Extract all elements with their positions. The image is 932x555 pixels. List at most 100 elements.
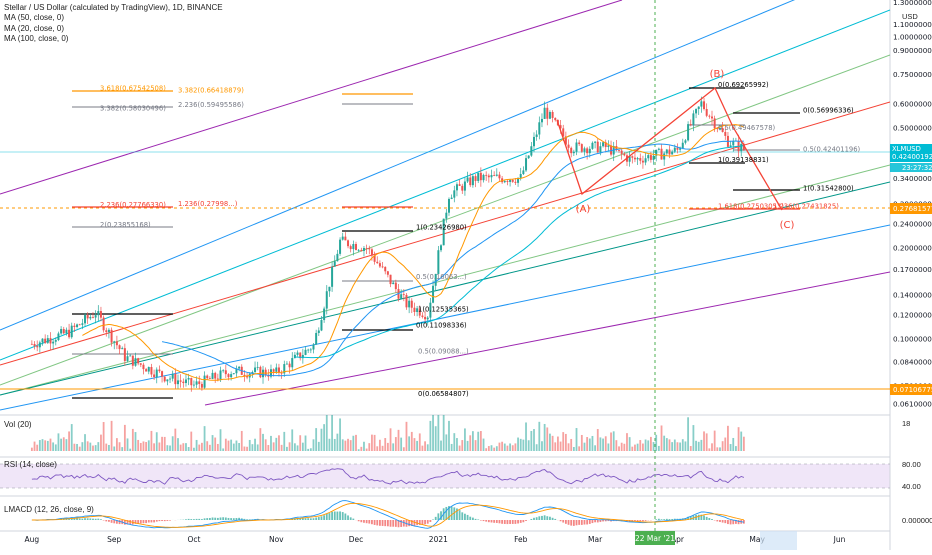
- volume-bar: [63, 437, 65, 451]
- volume-bar: [448, 421, 450, 451]
- volume-bar: [58, 433, 60, 451]
- candle-body: [124, 348, 126, 361]
- fib-label: 1(0.23426980): [416, 223, 467, 231]
- fib-label: 0.5(0.09088...): [418, 348, 469, 356]
- macd-hist-bar: [111, 520, 113, 523]
- candle-body: [682, 143, 684, 148]
- volume-bar: [201, 443, 203, 451]
- x-tick-label: Sep: [107, 535, 121, 544]
- volume-bar: [145, 442, 147, 451]
- candle-body: [60, 329, 62, 333]
- macd-hist-bar: [206, 518, 208, 520]
- volume-bar: [538, 422, 540, 451]
- candle-body: [336, 254, 338, 261]
- volume-bar: [326, 415, 328, 451]
- volume-bar: [129, 449, 131, 451]
- macd-pane-label[interactable]: LMACD (12, 26, close, 9): [4, 505, 94, 514]
- volume-bar: [318, 442, 320, 451]
- volume-bar: [512, 445, 514, 451]
- volume-bar: [36, 445, 38, 451]
- legend-ma-50[interactable]: MA (50, close, 0): [4, 13, 223, 23]
- volume-bar: [302, 443, 304, 451]
- fib-label: 0.5(0.49467578): [718, 124, 776, 132]
- volume-bar: [592, 436, 594, 451]
- volume-bar: [440, 441, 442, 451]
- volume-bar: [257, 444, 259, 451]
- macd-hist-bar: [217, 518, 219, 520]
- candle-body: [568, 145, 570, 148]
- macd-hist-bar: [600, 520, 602, 522]
- candle-body: [342, 237, 344, 240]
- legend-ma-100[interactable]: MA (100, close, 0): [4, 34, 223, 44]
- volume-bar: [395, 437, 397, 451]
- x-tick-label: Aug: [25, 535, 40, 544]
- candle-body: [209, 378, 211, 379]
- macd-hist-bar: [153, 520, 155, 522]
- volume-bar: [95, 445, 97, 451]
- volume-bar: [60, 439, 62, 451]
- volume-bar: [135, 432, 137, 451]
- candle-body: [294, 355, 296, 358]
- volume-bar: [610, 432, 612, 451]
- volume-bar: [602, 439, 604, 451]
- volume-bar: [437, 415, 439, 451]
- macd-hist-bar: [708, 518, 710, 520]
- candle-body: [390, 275, 392, 284]
- candle-body: [724, 132, 726, 136]
- chart-legend: Stellar / US Dollar (calculated by Tradi…: [4, 3, 223, 45]
- macd-hist-bar: [151, 520, 153, 522]
- volume-bar: [204, 426, 206, 451]
- macd-hist-bar: [711, 519, 713, 520]
- volume-bar: [600, 437, 602, 451]
- candle-body: [63, 329, 65, 333]
- volume-pane-label[interactable]: Vol (20): [4, 420, 32, 429]
- volume-bar: [275, 438, 277, 451]
- candle-body: [576, 143, 578, 152]
- macd-hist-bar: [108, 520, 110, 522]
- candle-body: [451, 198, 453, 199]
- candle-body: [440, 245, 442, 250]
- volume-bar: [586, 437, 588, 451]
- volume-bar: [31, 448, 33, 451]
- macd-hist-bar: [143, 520, 145, 523]
- candle-body: [703, 101, 705, 109]
- volume-bar: [153, 443, 155, 451]
- macd-hist-bar: [339, 511, 341, 520]
- candle-body: [371, 249, 373, 255]
- candle-body: [161, 371, 163, 377]
- macd-hist-bar: [92, 519, 94, 520]
- candle-body: [204, 376, 206, 388]
- candle-body: [220, 370, 222, 379]
- candle-body: [36, 346, 38, 347]
- fib-label: 1(0.12535365): [418, 305, 469, 313]
- volume-bar: [703, 431, 705, 451]
- chart-title: Stellar / US Dollar (calculated by Tradi…: [4, 3, 223, 13]
- candle-body: [591, 143, 593, 149]
- volume-bar: [103, 422, 105, 451]
- volume-bar: [254, 439, 256, 451]
- rsi-pane-label[interactable]: RSI (14, close): [4, 460, 57, 469]
- volume-bar: [79, 447, 81, 451]
- volume-bar: [66, 439, 68, 451]
- candle-body: [512, 180, 514, 182]
- candle-body: [607, 145, 609, 147]
- fib-label: 0(0.06584807): [418, 390, 469, 398]
- candle-body: [645, 158, 647, 162]
- legend-ma-20[interactable]: MA (20, close, 0): [4, 24, 223, 34]
- candle-body: [190, 378, 192, 385]
- candle-body: [81, 323, 83, 325]
- volume-bar: [488, 446, 490, 451]
- candle-body: [174, 374, 176, 384]
- macd-hist-bar: [517, 520, 519, 523]
- candle-body: [150, 367, 152, 374]
- macd-hist-bar: [188, 519, 190, 520]
- volume-bar: [456, 438, 458, 451]
- fib-label: 0(0.11098336): [416, 321, 467, 329]
- candle-body: [100, 311, 102, 318]
- volume-bar: [281, 445, 283, 451]
- volume-bar: [552, 436, 554, 451]
- candle-body: [188, 378, 190, 379]
- candle-body: [169, 379, 171, 380]
